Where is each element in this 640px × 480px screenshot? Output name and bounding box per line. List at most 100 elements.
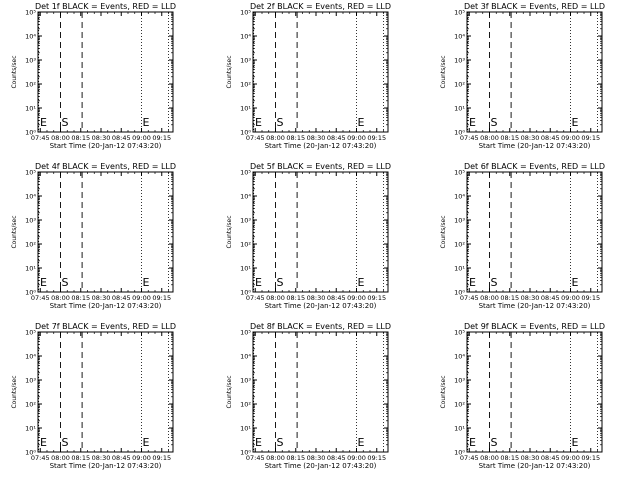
y-tick-label: 10⁵ [240,329,251,337]
x-tick-label: 09:00 [347,454,366,462]
x-tick-label: 07:45 [246,134,265,142]
y-tick-label: 10⁵ [454,9,465,17]
x-tick-label: 09:15 [367,454,386,462]
marker-e-label: E [469,116,476,129]
x-tick-label: 08:15 [71,294,90,302]
chart-panel-4: Det 4f BLACK = Events, RED = LLD 10⁰ 10¹ 10… [11,162,176,310]
x-tick-label: 08:45 [327,294,346,302]
plot-frame [252,11,389,133]
y-tick-label: 10⁴ [25,353,36,361]
chart-title: Det 6f BLACK = Events, RED = LLD [464,162,605,171]
x-axis-label: Start Time (20-Jan-12 07:43:20) [50,302,162,310]
x-tick-label: 08:15 [286,454,305,462]
y-axis-label: Counts/sec [11,375,18,408]
x-tick-label: 09:15 [581,134,600,142]
y-tick-label: 10¹ [240,265,251,273]
y-tick-label: 10⁵ [25,169,36,177]
chart-panel-1: Det 1f BLACK = Events, RED = LLD 10⁰ 10¹ 10… [11,2,176,150]
marker-e-label: E [143,436,150,449]
x-tick-label: 08:00 [51,134,70,142]
x-tick-label: 08:15 [500,134,519,142]
y-tick-label: 10⁰ [454,129,465,137]
x-tick-label: 08:15 [71,134,90,142]
y-tick-label: 10⁴ [25,33,36,41]
x-tick-label: 07:45 [31,454,50,462]
x-axis-label: Start Time (20-Jan-12 07:43:20) [50,462,162,470]
x-axis-label: Start Time (20-Jan-12 07:43:20) [265,462,377,470]
x-tick-label: 08:30 [521,454,540,462]
y-tick-label: 10⁵ [240,9,251,17]
y-tick-label: 10⁴ [454,193,465,201]
y-tick-label: 10⁴ [240,353,251,361]
chart-title: Det 5f BLACK = Events, RED = LLD [250,162,391,171]
y-tick-label: 10⁰ [25,289,36,297]
y-tick-label: 10⁰ [240,449,251,457]
plot-frame [466,331,603,453]
x-tick-label: 08:00 [480,454,499,462]
x-tick-label: 09:15 [367,294,386,302]
x-tick-label: 09:00 [132,454,151,462]
marker-s-label: S [277,436,284,449]
x-tick-label: 09:00 [132,134,151,142]
x-tick-label: 08:15 [286,294,305,302]
marker-e-label: E [143,276,150,289]
x-tick-label: 08:45 [112,454,131,462]
y-tick-label: 10¹ [454,265,465,273]
plot-frame [252,331,389,453]
marker-s-label: S [491,116,498,129]
marker-s-label: S [62,276,69,289]
y-tick-label: 10⁴ [25,193,36,201]
y-axis-label: Counts/sec [226,55,233,88]
x-tick-label: 09:00 [561,454,580,462]
chart-panel-9: Det 9f BLACK = Events, RED = LLD 10⁰ 10¹ 10… [440,322,605,470]
y-tick-label: 10⁴ [454,33,465,41]
x-axis-label: Start Time (20-Jan-12 07:43:20) [265,142,377,150]
y-tick-label: 10¹ [25,425,36,433]
y-tick-label: 10² [25,81,36,89]
y-tick-label: 10¹ [25,105,36,113]
x-tick-label: 08:45 [112,294,131,302]
y-tick-label: 10⁰ [240,289,251,297]
x-tick-label: 07:45 [460,294,479,302]
chart-panel-8: Det 8f BLACK = Events, RED = LLD 10⁰ 10¹ 10… [226,322,391,470]
marker-e-label: E [469,436,476,449]
y-tick-label: 10⁰ [25,449,36,457]
y-axis-label: Counts/sec [440,55,447,88]
y-tick-label: 10¹ [240,425,251,433]
marker-s-label: S [491,276,498,289]
marker-s-label: S [62,436,69,449]
y-tick-label: 10² [454,401,465,409]
x-tick-label: 08:45 [541,134,560,142]
chart-panel-3: Det 3f BLACK = Events, RED = LLD 10⁰ 10¹ 10… [440,2,605,150]
y-tick-label: 10¹ [454,105,465,113]
x-tick-label: 08:00 [266,294,285,302]
x-tick-label: 08:00 [51,454,70,462]
marker-e-label: E [572,276,579,289]
x-tick-label: 08:30 [307,294,326,302]
marker-e-label: E [255,276,262,289]
y-tick-label: 10⁴ [240,193,251,201]
marker-e-label: E [143,116,150,129]
y-tick-label: 10⁵ [240,169,251,177]
marker-s-label: S [277,116,284,129]
plot-frame [37,11,174,133]
x-tick-label: 09:00 [561,294,580,302]
y-tick-label: 10⁴ [454,353,465,361]
y-tick-label: 10³ [454,57,465,65]
x-tick-label: 08:15 [286,134,305,142]
x-tick-label: 09:00 [132,294,151,302]
marker-e-label: E [572,436,579,449]
x-tick-label: 07:45 [31,294,50,302]
plot-frame [466,171,603,293]
chart-title: Det 1f BLACK = Events, RED = LLD [35,2,176,11]
plot-frame [252,171,389,293]
y-tick-label: 10¹ [454,425,465,433]
marker-e-label: E [358,436,365,449]
marker-e-label: E [572,116,579,129]
y-tick-label: 10² [25,241,36,249]
chart-title: Det 2f BLACK = Events, RED = LLD [250,2,391,11]
chart-panel-7: Det 7f BLACK = Events, RED = LLD 10⁰ 10¹ 10… [11,322,176,470]
x-tick-label: 08:30 [521,134,540,142]
x-tick-label: 08:15 [71,454,90,462]
y-tick-label: 10⁵ [454,329,465,337]
